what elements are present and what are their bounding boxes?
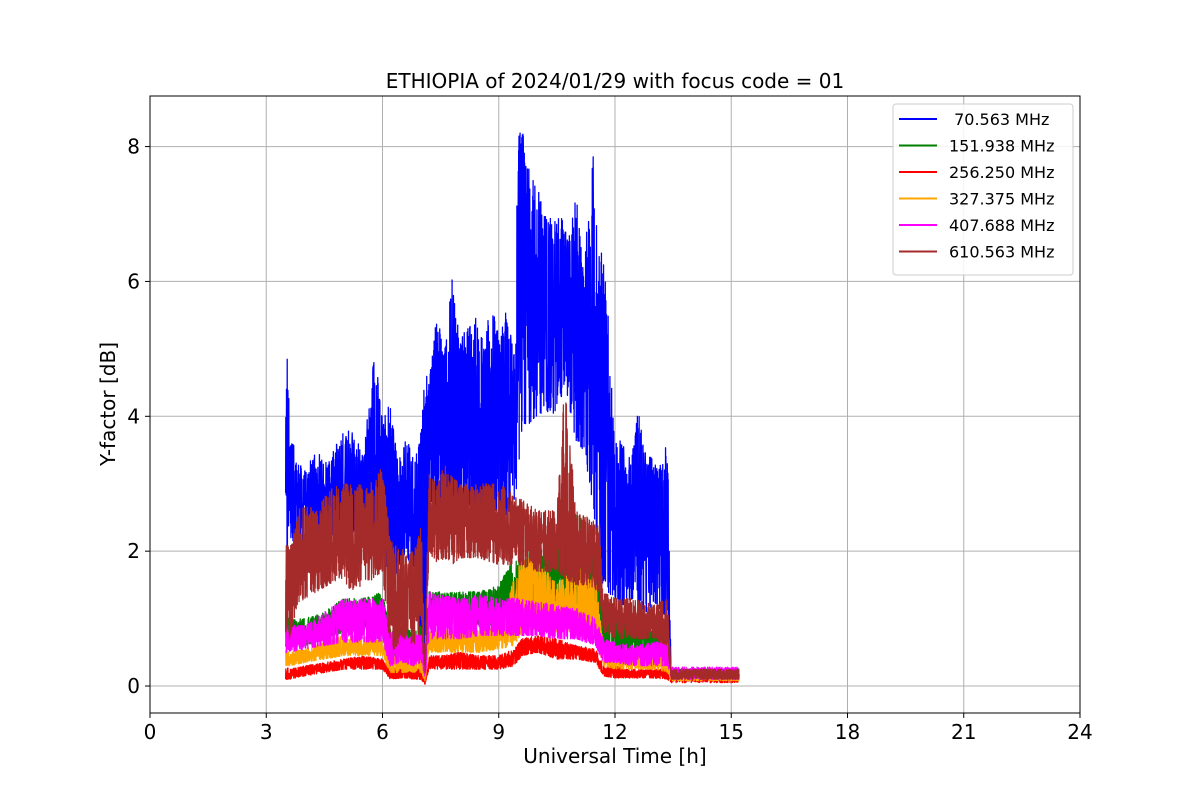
- x-tick-label: 21: [951, 720, 976, 744]
- series-layer: [284, 132, 740, 685]
- x-tick-label: 3: [260, 720, 273, 744]
- series-line: [284, 402, 740, 680]
- x-tick-label: 15: [719, 720, 744, 744]
- legend-entry: 407.688 MHz: [949, 216, 1054, 235]
- y-tick-label: 2: [127, 539, 140, 563]
- chart-title: ETHIOPIA of 2024/01/29 with focus code =…: [386, 69, 844, 93]
- x-tick-label: 6: [376, 720, 389, 744]
- x-axis: 0 3 6 9 12 15 18 21 24: [144, 713, 1093, 744]
- x-tick-label: 0: [144, 720, 157, 744]
- series-70-563-mhz: [284, 132, 740, 680]
- x-tick-label: 12: [602, 720, 627, 744]
- x-tick-label: 24: [1067, 720, 1092, 744]
- legend-entry: 70.563 MHz: [949, 110, 1049, 129]
- legend: 70.563 MHz 151.938 MHz 256.250 MHz 327.375 …: [892, 103, 1074, 276]
- series-line: [284, 635, 740, 685]
- y-tick-label: 0: [127, 674, 140, 698]
- y-tick-label: 4: [127, 404, 140, 428]
- legend-entry: 327.375 MHz: [949, 190, 1054, 209]
- x-tick-label: 9: [492, 720, 505, 744]
- series-610-563-mhz: [284, 402, 740, 680]
- legend-box: [892, 103, 1074, 276]
- y-axis-label: Y-factor [dB]: [96, 342, 120, 467]
- series-256-250-mhz: [284, 635, 740, 685]
- y-axis: 0 2 4 6 8: [127, 135, 150, 698]
- legend-entry: 610.563 MHz: [949, 243, 1054, 262]
- legend-entry: 151.938 MHz: [949, 137, 1054, 156]
- legend-entry: 256.250 MHz: [949, 163, 1054, 182]
- series-line: [284, 132, 740, 680]
- x-axis-label: Universal Time [h]: [523, 744, 706, 768]
- y-tick-label: 8: [127, 135, 140, 159]
- x-tick-label: 18: [835, 720, 860, 744]
- y-tick-label: 6: [127, 269, 140, 293]
